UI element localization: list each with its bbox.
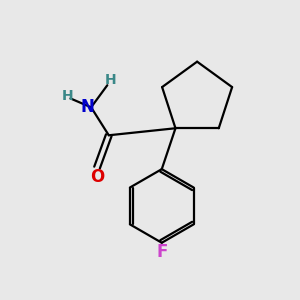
Text: N: N bbox=[81, 98, 94, 116]
Text: H: H bbox=[62, 88, 74, 103]
Text: H: H bbox=[104, 73, 116, 87]
Text: O: O bbox=[90, 168, 104, 186]
Text: F: F bbox=[156, 243, 167, 261]
